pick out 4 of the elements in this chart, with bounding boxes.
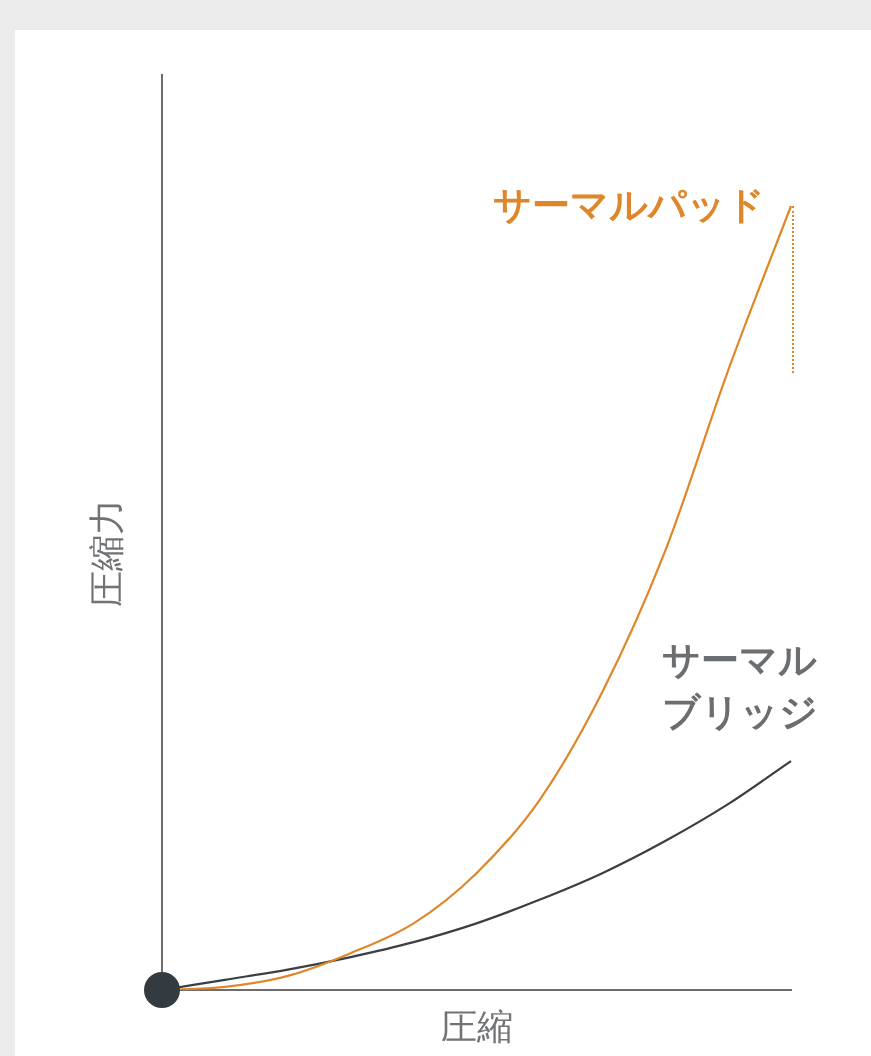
x-axis-title: 圧縮 — [440, 1006, 513, 1048]
series-label: サーマルパッド — [493, 182, 765, 227]
y-axis-title: 圧縮力 — [86, 498, 128, 607]
series-label: サーマルブリッジ — [662, 637, 818, 734]
